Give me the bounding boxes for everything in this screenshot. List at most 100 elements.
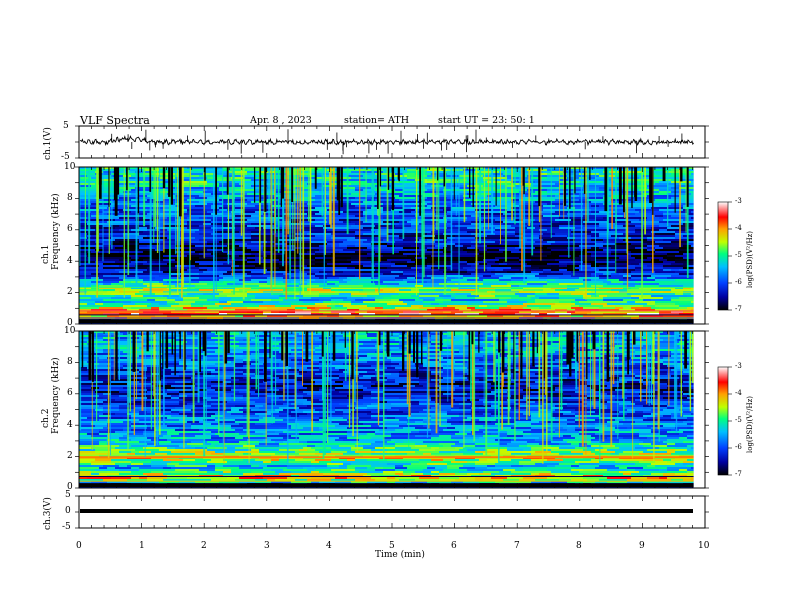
spec-cell [219, 297, 231, 299]
spec-cell [327, 359, 347, 361]
spec-cell [339, 245, 347, 247]
spec-cell [175, 177, 199, 179]
spec-cell [107, 361, 115, 363]
spec-cell [543, 303, 555, 305]
spec-cell [391, 265, 407, 267]
spec-cell [443, 271, 455, 273]
spec-cell [631, 401, 647, 403]
spec-cell [359, 283, 375, 285]
spec-cell [103, 393, 111, 395]
spec-cell [387, 379, 395, 381]
spec-cell [275, 359, 283, 361]
spec-cell [491, 293, 515, 295]
spec-cell [443, 293, 455, 295]
spec-cell [411, 199, 419, 201]
spec-cell [555, 311, 567, 313]
spec-cell [579, 265, 591, 267]
spec-cell [191, 215, 215, 217]
spec-cell [183, 383, 195, 385]
spec-cell [611, 335, 623, 337]
spec-cell [103, 275, 127, 277]
spec-cell [619, 357, 631, 359]
spec-cell [491, 387, 511, 389]
spec-cell [571, 219, 587, 221]
spec-cell [635, 213, 651, 215]
spec-cell [255, 335, 271, 337]
spec-cell [479, 343, 491, 345]
spec-cell [219, 195, 243, 197]
spec-cell [459, 403, 471, 405]
spec-cell [503, 213, 511, 215]
spec-cell [95, 303, 103, 305]
spec-cell [123, 209, 147, 211]
spec-cell [499, 237, 523, 239]
spec-cell [259, 351, 279, 353]
spec-cell [643, 175, 651, 177]
spec-cell [571, 307, 583, 309]
spec-cell [351, 183, 359, 185]
spec-cell [395, 193, 403, 195]
spec-cell [499, 353, 523, 355]
spec-cell [363, 315, 387, 317]
spec-cell [359, 349, 379, 351]
spec-cell [119, 217, 143, 219]
spec-cell [167, 221, 179, 223]
spec-cell [663, 239, 687, 241]
spec-cell [239, 265, 255, 267]
spec-cell [335, 257, 351, 259]
spec-cell [303, 305, 327, 307]
spec-sferic [292, 167, 294, 250]
spec-cell [331, 253, 355, 255]
spec-cell [219, 293, 235, 295]
spec-cell [383, 391, 403, 393]
spec-cell [575, 303, 591, 305]
spec-cell [99, 233, 123, 235]
spec-cell [243, 235, 251, 237]
spec-cell [227, 359, 235, 361]
spec-cell [195, 249, 207, 251]
spec-cell [299, 239, 315, 241]
spec-cell [379, 245, 387, 247]
spec-cell [683, 399, 694, 401]
spec-cell [119, 313, 131, 315]
spec-cell [267, 303, 291, 305]
spec-sferic [444, 167, 447, 295]
spec-cell [491, 189, 507, 191]
spec-cell [443, 203, 451, 205]
spec-cell [511, 279, 523, 281]
spec-cell [559, 277, 579, 279]
spec-cell [91, 331, 107, 333]
spec-cell [243, 269, 267, 271]
spec-cell [611, 253, 627, 255]
spec-cell [451, 403, 459, 405]
spec-cell [151, 303, 159, 305]
spec-cell [199, 253, 211, 255]
spec-cell [655, 385, 679, 387]
spec-cell [407, 303, 431, 305]
spec-cell [199, 263, 223, 265]
spec-cell [383, 289, 399, 291]
spec-cell [543, 207, 567, 209]
spec-gap [387, 167, 390, 190]
spec-cell [159, 379, 175, 381]
spec-cell [331, 401, 355, 403]
spec-cell [311, 353, 327, 355]
spec-cell [615, 271, 623, 273]
spec-sferic [392, 167, 394, 255]
spec-cell [439, 215, 447, 217]
spec-cell [175, 381, 183, 383]
spec-cell [375, 225, 395, 227]
spec-cell [143, 373, 151, 375]
spec-cell [459, 269, 467, 271]
spec-cell [507, 211, 527, 213]
spec-sferic [189, 167, 191, 291]
spec-cell [143, 173, 155, 175]
spec-cell [123, 289, 143, 291]
spec-cell [219, 241, 235, 243]
spec-cell [331, 205, 355, 207]
spec-cell [367, 371, 379, 373]
spec-cell [155, 393, 167, 395]
spec-cell [143, 253, 163, 255]
spec-cell [99, 177, 111, 179]
spec-cell [107, 235, 123, 237]
